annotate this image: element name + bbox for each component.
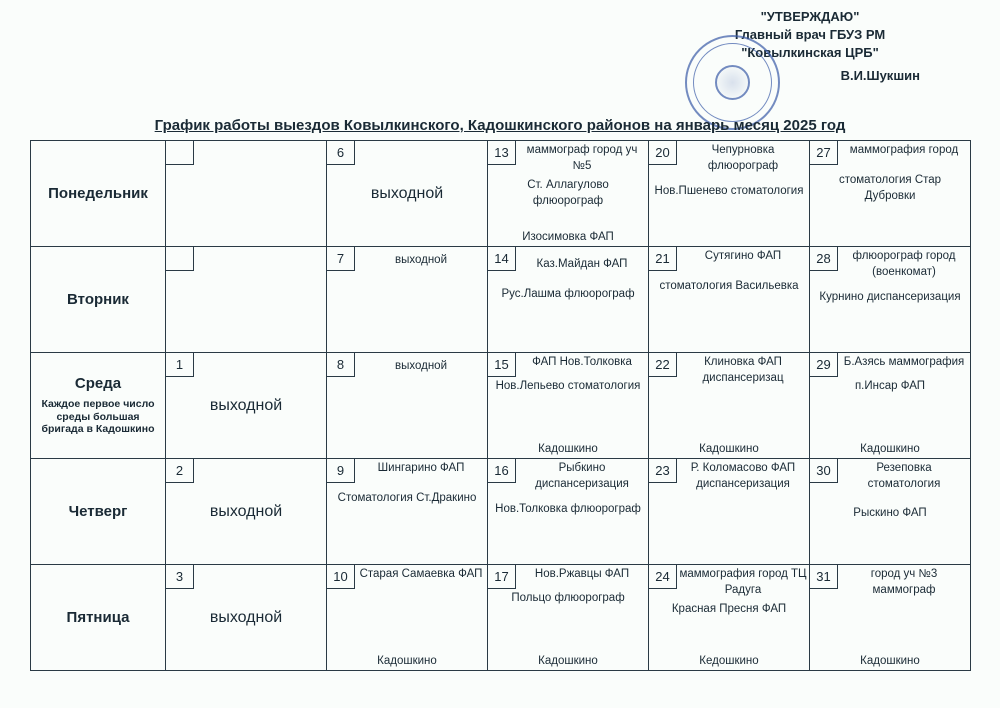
- approve-line2: Главный врач ГБУЗ РМ: [660, 26, 960, 44]
- date-14: 14: [488, 247, 516, 271]
- cell-mon13-3: Изосимовка ФАП: [488, 231, 648, 243]
- cell-fri10-3: Кадошкино: [327, 655, 487, 667]
- row-tuesday: Вторник 7 выходной 14 Каз.Майдан ФАП Рус…: [31, 247, 971, 353]
- cell-fri24-2: Красная Пресня ФАП: [649, 600, 809, 620]
- date-21: 21: [649, 247, 677, 271]
- date-17: 17: [488, 565, 516, 589]
- row-friday: Пятница 3 выходной 10 Старая Самаевка ФА…: [31, 565, 971, 671]
- date-23: 23: [649, 459, 677, 483]
- cell-mon20-2: Нов.Пшенево стоматология: [649, 182, 809, 202]
- cell-wed15-3: Кадошкино: [488, 443, 648, 455]
- cell-tue21-2: стоматология Васильевка: [649, 277, 809, 297]
- day-wed-note: Каждое первое число среды большая бригад…: [35, 398, 161, 436]
- approve-line1: "УТВЕРЖДАЮ": [660, 8, 960, 26]
- schedule-table: Понедельник 6 выходной 13 маммограф горо…: [30, 140, 971, 671]
- cell-wed29-2: п.Инсар ФАП: [810, 377, 970, 397]
- cell-fri3: выходной: [210, 609, 282, 627]
- day-fri: Пятница: [67, 609, 130, 626]
- day-mon: Понедельник: [48, 185, 148, 202]
- seal-stamp: [685, 35, 780, 130]
- day-thu: Четверг: [69, 503, 128, 520]
- date-20: 20: [649, 141, 677, 165]
- cell-thu2: выходной: [210, 503, 282, 521]
- cell-wed29-3: Кадошкино: [810, 443, 970, 455]
- date-2: 2: [166, 459, 194, 483]
- cell-thu9-2: Стоматология Ст.Дракино: [327, 489, 487, 509]
- date-7: 7: [327, 247, 355, 271]
- date-31: 31: [810, 565, 838, 589]
- day-tue: Вторник: [67, 291, 129, 308]
- date-27: 27: [810, 141, 838, 165]
- date-24: 24: [649, 565, 677, 589]
- cell-fri24-3: Кедошкино: [649, 655, 809, 667]
- row-wednesday: Среда Каждое первое число среды большая …: [31, 353, 971, 459]
- date-13: 13: [488, 141, 516, 165]
- day-wed: Среда: [35, 375, 161, 392]
- cell-fri17-2: Польцо флюорограф: [488, 589, 648, 609]
- date-3: 3: [166, 565, 194, 589]
- date-22: 22: [649, 353, 677, 377]
- date-10: 10: [327, 565, 355, 589]
- cell-wed15-2: Нов.Лепьево стоматология: [488, 377, 648, 397]
- row-monday: Понедельник 6 выходной 13 маммограф горо…: [31, 141, 971, 247]
- date-6: 6: [327, 141, 355, 165]
- cell-wed22-3: Кадошкино: [649, 443, 809, 455]
- cell-mon27-2: стоматология Стар Дубровки: [810, 171, 970, 206]
- date-15: 15: [488, 353, 516, 377]
- cell-thu30-2: Рыскино ФАП: [810, 504, 970, 524]
- date-16: 16: [488, 459, 516, 483]
- date-30: 30: [810, 459, 838, 483]
- cell-tue14-2: Рус.Лашма флюорограф: [488, 285, 648, 305]
- cell-tue28-2: Курнино диспансеризация: [810, 288, 970, 308]
- date-29: 29: [810, 353, 838, 377]
- cell-fri31-3: Кадошкино: [810, 655, 970, 667]
- cell-fri17-3: Кадошкино: [488, 655, 648, 667]
- cell-wed1: выходной: [210, 397, 282, 415]
- cell-mon6: выходной: [371, 185, 443, 203]
- date-9: 9: [327, 459, 355, 483]
- date-8: 8: [327, 353, 355, 377]
- date-1: 1: [166, 353, 194, 377]
- page-title: График работы выездов Ковылкинского, Кад…: [0, 117, 1000, 134]
- cell-thu16-2: Нов.Толковка флюорограф: [488, 500, 648, 520]
- date-28: 28: [810, 247, 838, 271]
- row-thursday: Четверг 2 выходной 9 Шингарино ФАП Стома…: [31, 459, 971, 565]
- cell-mon13-2: Ст. Аллагулово флюорограф: [488, 176, 648, 211]
